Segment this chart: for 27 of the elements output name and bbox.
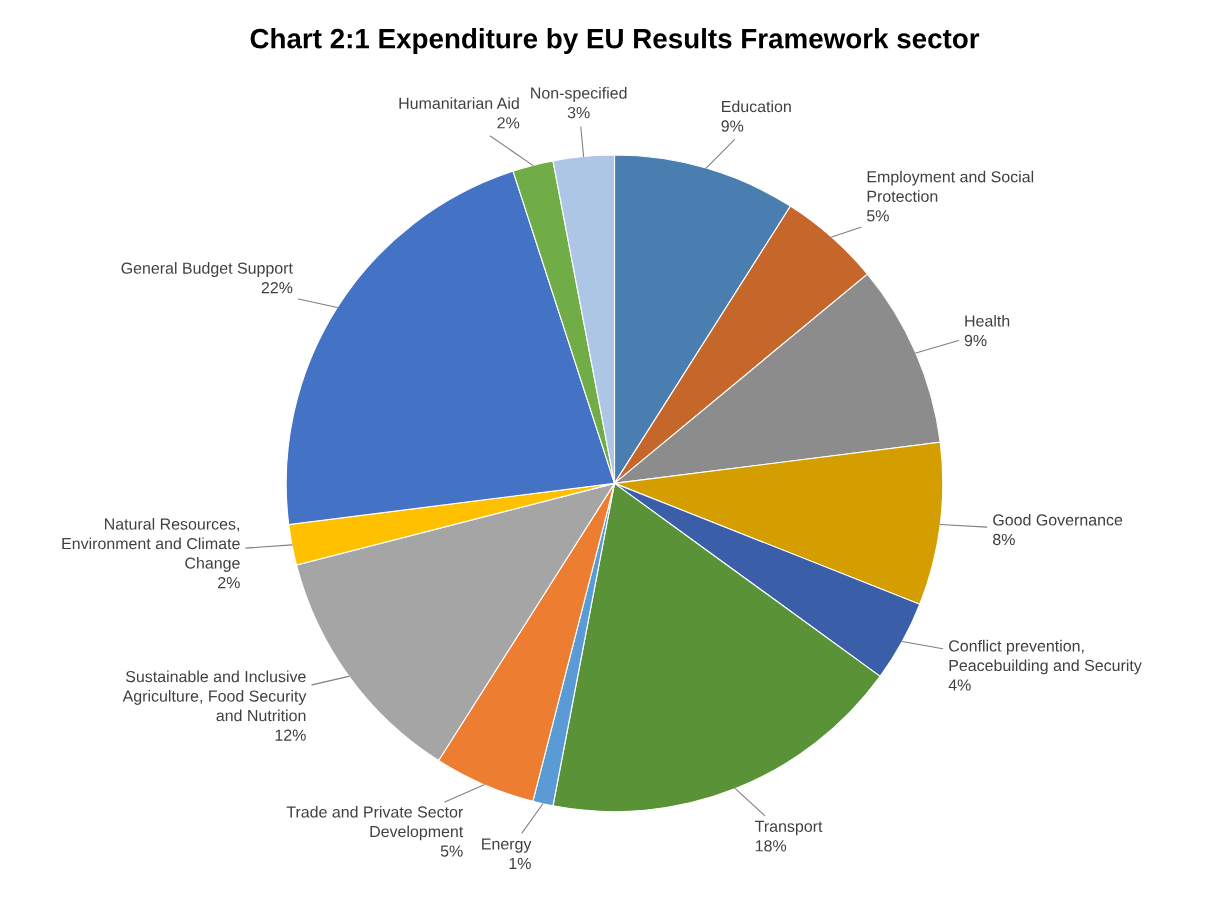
data-label: 5% bbox=[440, 845, 463, 857]
slice-label: Energy bbox=[482, 838, 532, 853]
data-label: 9% bbox=[721, 120, 744, 132]
slice-label: Conflict prevention, Peacebuilding and Security bbox=[949, 639, 1142, 675]
slice-label: Trade and Private Sector Development bbox=[286, 805, 464, 841]
data-label: 3% bbox=[567, 106, 590, 119]
slice-label: Transport bbox=[755, 820, 823, 836]
data-label: 22% bbox=[261, 282, 293, 294]
data-label: 8% bbox=[993, 533, 1015, 546]
data-label: 2% bbox=[218, 576, 240, 589]
slice-label: General Budget Support bbox=[121, 262, 293, 277]
data-label: 12% bbox=[275, 729, 306, 741]
data-label: 5% bbox=[867, 210, 889, 222]
slice-label: Employment and Social Protection bbox=[867, 170, 1034, 202]
slice-label: Natural Resources, Environment and Climate Change bbox=[62, 518, 240, 572]
data-label: 18% bbox=[755, 840, 787, 852]
slice-label: Education bbox=[722, 100, 791, 113]
data-label: 2% bbox=[497, 117, 520, 129]
data-label: 1% bbox=[509, 857, 531, 870]
slice-label: Non-specified bbox=[531, 86, 627, 102]
chart-title: Chart 2:1 Expenditure by EU Results Framework sector bbox=[250, 28, 980, 54]
data-label: 9% bbox=[964, 334, 987, 347]
slice-label: Health bbox=[965, 314, 1010, 327]
slice-label: Humanitarian Aid bbox=[399, 97, 519, 109]
slice-label: Good Governance bbox=[993, 513, 1123, 526]
data-label: 4% bbox=[948, 679, 971, 691]
slice-label: Sustainable and Inclusive Agriculture, Food Security and Nutrition bbox=[122, 670, 307, 722]
